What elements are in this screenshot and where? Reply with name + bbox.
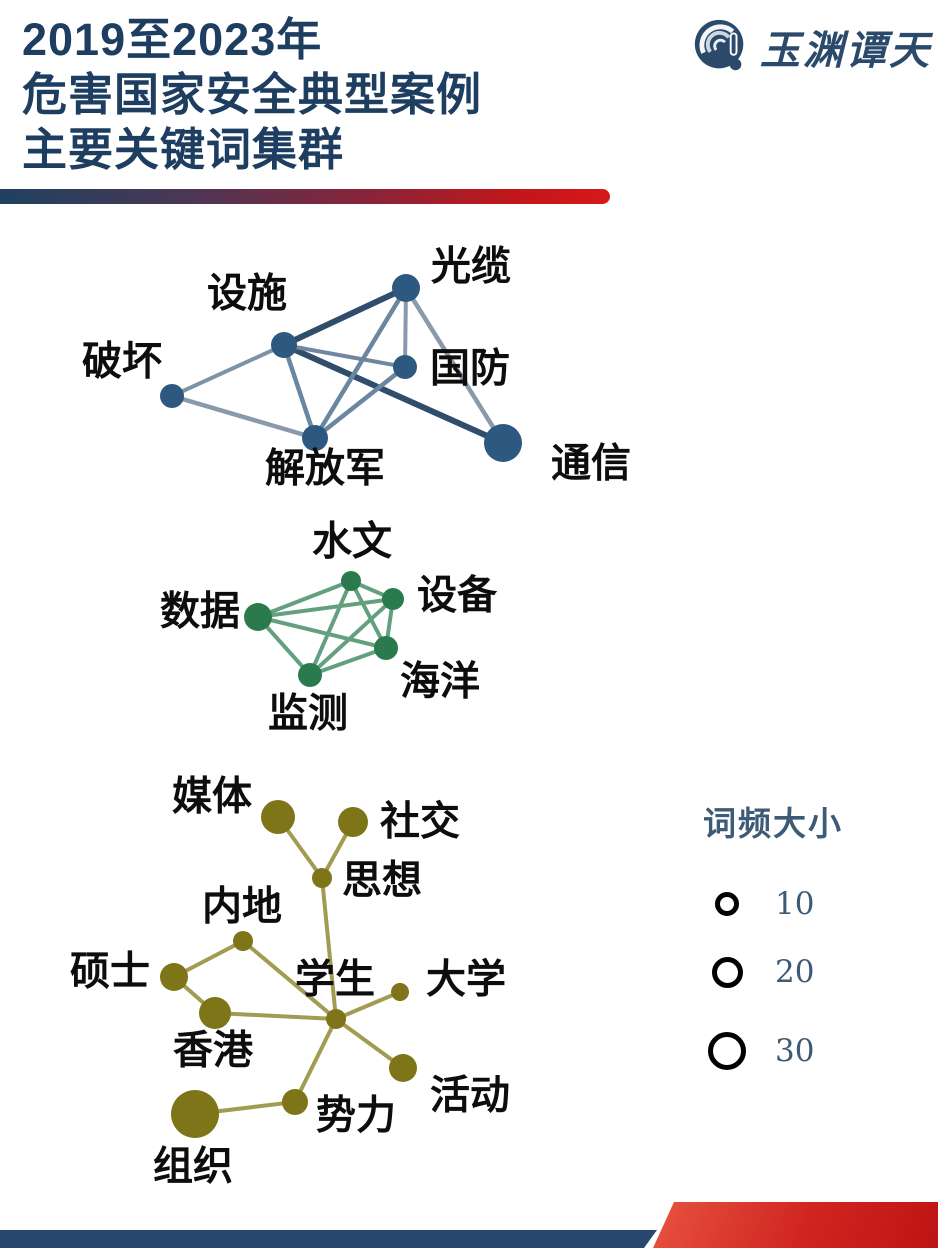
- legend-value: 20: [775, 954, 815, 990]
- graph-edge: [282, 342, 505, 446]
- node-label: 设施: [207, 270, 287, 317]
- graph-node: [271, 332, 297, 358]
- graph-edge: [171, 343, 285, 398]
- node-label: 光缆: [431, 243, 511, 290]
- graph-node: [338, 807, 368, 837]
- graph-edge: [257, 597, 394, 619]
- legend-size-circle-small: [715, 892, 739, 916]
- node-label: 内地: [202, 883, 282, 930]
- legend-item-30: 30: [705, 1032, 814, 1070]
- graph-edge: [214, 1011, 337, 1021]
- graph-node: [160, 963, 188, 991]
- graph-node: [382, 588, 404, 610]
- graph-node: [341, 571, 361, 591]
- graph-node: [389, 1054, 417, 1082]
- graph-edge: [308, 580, 353, 676]
- graph-node: [392, 274, 420, 302]
- graph-edge: [309, 646, 387, 677]
- title-line-2: 危害国家安全典型案例: [22, 69, 483, 120]
- graph-node: [374, 636, 398, 660]
- graph-node: [393, 355, 417, 379]
- legend-item-20: 20: [705, 954, 814, 990]
- node-label: 香港: [173, 1027, 254, 1074]
- node-label: 大学: [426, 956, 506, 1003]
- page-title: 2019至2023年 危害国家安全典型案例 主要关键词集群: [22, 12, 482, 177]
- graph-edge: [257, 579, 352, 619]
- node-label: 活动: [430, 1072, 510, 1119]
- legend-item-10: 10: [705, 886, 814, 922]
- legend-size-circle-large: [708, 1032, 746, 1070]
- node-label: 设备: [417, 572, 498, 619]
- node-label: 数据: [160, 588, 240, 635]
- graph-edge: [283, 343, 406, 369]
- graph-edge: [257, 615, 387, 650]
- legend-size-circle-medium: [711, 956, 743, 988]
- node-label: 社交: [380, 798, 460, 845]
- graph-node: [261, 800, 295, 834]
- graph-edge: [313, 286, 408, 440]
- graph-node: [282, 1089, 308, 1115]
- node-label: 破坏: [82, 338, 162, 385]
- graph-edge: [335, 990, 401, 1021]
- legend-value: 10: [775, 886, 815, 922]
- graph-node: [312, 868, 332, 888]
- logo: 玉渊谭天: [690, 16, 932, 78]
- legend-circle-cell: [705, 956, 749, 988]
- graph-node: [199, 997, 231, 1029]
- footer-navy-bar: [0, 1230, 657, 1248]
- node-label: 国防: [430, 345, 510, 392]
- graph-edge: [241, 939, 338, 1021]
- title-line-3: 主要关键词集群: [22, 124, 345, 175]
- node-label: 组织: [153, 1143, 233, 1190]
- graph-edge: [313, 365, 407, 440]
- graph-edge: [349, 580, 388, 649]
- graph-node: [298, 663, 322, 687]
- graph-node: [171, 1090, 219, 1138]
- graph-edge: [282, 285, 408, 348]
- graph-node: [326, 1009, 346, 1029]
- graph-edge: [404, 286, 505, 445]
- title-line-1: 2019至2023年: [22, 14, 323, 65]
- graph-node: [233, 931, 253, 951]
- node-label: 监测: [268, 690, 348, 737]
- graph-edge: [293, 1018, 338, 1103]
- graph-node: [160, 384, 184, 408]
- node-label: 通信: [551, 440, 631, 487]
- legend-value: 30: [775, 1033, 815, 1069]
- node-label: 学生: [295, 956, 375, 1003]
- node-label: 思想: [342, 857, 422, 904]
- footer-red-bar: [653, 1202, 938, 1248]
- graph-edge: [171, 393, 316, 441]
- title-divider: [0, 189, 610, 204]
- legend-circle-cell: [705, 892, 749, 916]
- logo-icon: [694, 19, 744, 71]
- graph-node: [244, 603, 272, 631]
- node-label: 势力: [316, 1092, 396, 1139]
- logo-text: 玉渊谭天: [760, 27, 932, 74]
- graph-edge: [308, 597, 395, 677]
- legend-title: 词频大小: [703, 804, 843, 843]
- node-label: 解放军: [265, 445, 385, 492]
- graph-node: [302, 425, 328, 451]
- node-label: 媒体: [172, 773, 252, 820]
- node-label: 硕士: [70, 948, 150, 995]
- legend-circle-cell: [705, 1032, 749, 1070]
- graph-node: [391, 983, 409, 1001]
- graph-node: [484, 424, 522, 462]
- node-label: 海洋: [400, 658, 480, 705]
- graph-edge: [320, 877, 338, 1020]
- node-label: 水文: [312, 518, 392, 565]
- graph-edge: [281, 344, 318, 439]
